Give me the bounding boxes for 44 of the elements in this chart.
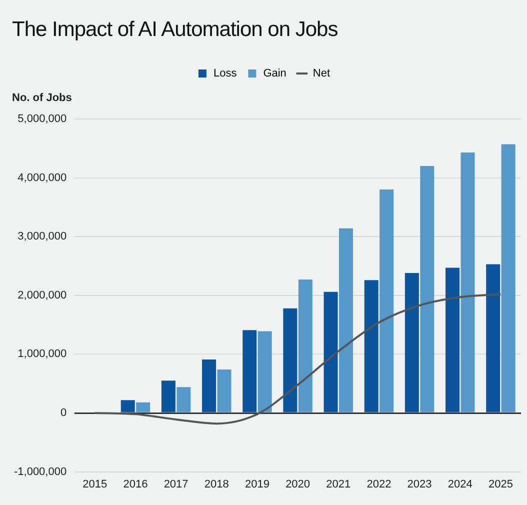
bar	[136, 402, 150, 412]
y-tick-label: 0	[60, 407, 67, 420]
bar	[420, 166, 434, 412]
bar	[324, 292, 338, 412]
bar	[501, 144, 516, 412]
line-series	[94, 293, 502, 425]
legend-label: Gain	[263, 68, 286, 80]
bar	[460, 152, 475, 412]
bar	[338, 228, 353, 412]
bar	[202, 359, 216, 412]
bar	[258, 331, 272, 412]
y-tick-label: 4,000,000	[18, 172, 67, 184]
x-tick-label: 2021	[326, 478, 351, 490]
x-tick-label: 2015	[82, 478, 108, 490]
y-axis-title: No. of Jobs	[12, 92, 72, 104]
y-tick-label: 1,000,000	[18, 348, 67, 360]
bar	[380, 190, 394, 412]
x-tick-label: 2023	[407, 478, 432, 490]
x-tick-label: 2020	[286, 478, 310, 490]
y-tick-label: 2,000,000	[18, 289, 67, 302]
bar	[298, 280, 312, 412]
x-tick-label: 2022	[366, 478, 392, 490]
bar	[120, 400, 135, 412]
bar	[161, 380, 176, 412]
y-tick-label: -1,000,000	[14, 466, 67, 478]
chart-title: The Impact of AI Automation on Jobs	[12, 18, 338, 42]
y-tick-label: 5,000,000	[18, 113, 67, 126]
y-tick-label: 3,000,000	[18, 230, 67, 243]
x-tick-label: 2025	[488, 478, 513, 490]
x-tick-label: 2018	[204, 478, 229, 490]
x-tick-label: 2024	[448, 478, 472, 490]
legend-label: Net	[312, 68, 330, 80]
bar	[446, 268, 460, 412]
bar	[176, 387, 191, 412]
x-tick-label: 2016	[123, 478, 148, 490]
bar	[404, 273, 419, 412]
legend-label: Loss	[213, 68, 238, 80]
bar	[364, 280, 378, 412]
bar	[217, 369, 232, 412]
x-tick-label: 2019	[244, 478, 270, 490]
x-tick-label: 2017	[164, 478, 188, 490]
bar	[242, 330, 257, 412]
bar	[283, 308, 298, 412]
bar	[486, 264, 500, 412]
